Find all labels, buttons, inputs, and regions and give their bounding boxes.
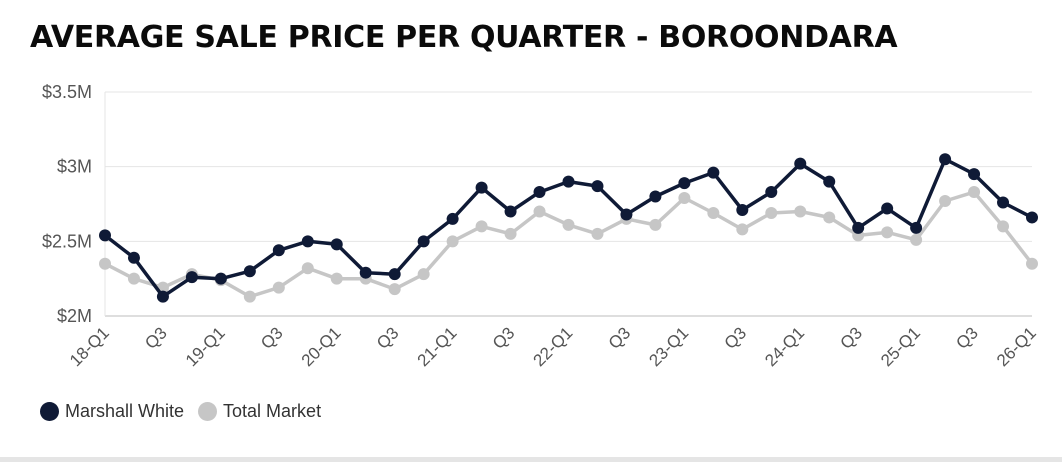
x-tick-label: 23-Q1 (645, 323, 692, 370)
data-point-marshall-white (417, 235, 430, 248)
data-point-marshall-white (794, 157, 807, 170)
data-point-marshall-white (881, 202, 894, 215)
data-point-total-market (765, 206, 778, 219)
x-tick-label: 22-Q1 (529, 323, 576, 370)
x-tick-label: 18-Q1 (66, 323, 113, 370)
gridlines (104, 91, 1032, 317)
x-tick-label: Q3 (721, 323, 750, 352)
data-point-total-market (272, 281, 285, 294)
data-point-total-market (678, 192, 691, 205)
y-tick-label: $3M (57, 157, 92, 177)
legend-swatch-total-market (198, 402, 218, 421)
chart-title: AVERAGE SALE PRICE PER QUARTER - BOROOND… (30, 20, 898, 55)
data-point-marshall-white (214, 272, 227, 285)
data-point-marshall-white (359, 266, 372, 279)
legend-label-marshall-white: Marshall White (65, 401, 185, 421)
data-point-total-market (475, 220, 488, 233)
data-point-total-market (99, 257, 111, 270)
data-point-total-market (736, 223, 749, 236)
data-point-marshall-white (823, 175, 836, 188)
data-point-marshall-white (939, 153, 952, 166)
x-tick-label: Q3 (605, 323, 634, 352)
series-total-market (99, 186, 1038, 303)
data-point-total-market (794, 205, 807, 218)
data-point-total-market (881, 226, 894, 239)
data-point-total-market (823, 211, 836, 224)
data-point-marshall-white (504, 205, 517, 218)
y-tick-label: $2.5M (42, 231, 92, 251)
y-tick-label: $3.5M (42, 82, 92, 102)
data-point-marshall-white (852, 221, 865, 234)
x-tick-label: Q3 (141, 323, 170, 352)
data-point-marshall-white (707, 166, 720, 179)
data-point-marshall-white (765, 186, 778, 199)
data-point-marshall-white (475, 181, 488, 194)
x-tick-label: Q3 (837, 323, 866, 352)
data-point-marshall-white (156, 290, 169, 303)
x-tick-label: Q3 (373, 323, 402, 352)
data-point-total-market (417, 268, 430, 281)
data-point-marshall-white (127, 251, 140, 264)
data-point-marshall-white (968, 168, 981, 181)
x-tick-label: 21-Q1 (414, 323, 461, 370)
data-point-total-market (562, 218, 575, 231)
legend-label-total-market: Total Market (223, 401, 322, 421)
data-point-marshall-white (446, 212, 459, 225)
legend: Marshall White Total Market (40, 401, 335, 422)
series-marshall-white (99, 153, 1038, 303)
data-point-marshall-white (272, 244, 285, 257)
data-point-marshall-white (562, 175, 575, 188)
data-point-total-market (591, 227, 604, 240)
data-point-marshall-white (1026, 211, 1038, 224)
data-point-total-market (1026, 257, 1038, 270)
data-point-total-market (127, 272, 140, 285)
x-tick-label: Q3 (257, 323, 286, 352)
data-point-total-market (446, 235, 459, 248)
data-point-total-market (968, 186, 981, 199)
x-tick-label: 20-Q1 (298, 323, 345, 370)
legend-item-marshall-white: Marshall White (40, 401, 184, 422)
data-point-total-market (707, 206, 720, 219)
data-point-marshall-white (910, 221, 923, 234)
x-tick-label: 25-Q1 (877, 323, 924, 370)
y-tick-label: $2M (57, 306, 92, 326)
x-tick-label: 26-Q1 (993, 323, 1040, 370)
data-point-total-market (997, 220, 1010, 233)
x-axis-tick-labels: 18-Q1 Q3 19-Q1 Q3 20-Q1 Q3 21-Q1 Q3 22-Q1 Q3 23-Q1… (66, 323, 1040, 370)
x-tick-label: 24-Q1 (761, 323, 808, 370)
data-point-marshall-white (330, 238, 343, 251)
data-point-marshall-white (620, 208, 633, 221)
legend-item-total-market: Total Market (198, 401, 321, 422)
data-point-total-market (301, 262, 314, 275)
data-point-total-market (939, 195, 952, 208)
data-point-total-market (388, 283, 401, 296)
series-group (99, 153, 1038, 303)
data-point-marshall-white (649, 190, 662, 203)
bottom-divider (0, 457, 1062, 462)
data-point-total-market (533, 205, 546, 218)
legend-swatch-marshall-white (40, 402, 59, 421)
x-tick-label: 19-Q1 (182, 323, 229, 370)
x-tick-label: Q3 (489, 323, 518, 352)
data-point-total-market (330, 272, 343, 285)
data-point-marshall-white (243, 265, 256, 278)
data-point-marshall-white (301, 235, 314, 248)
data-point-marshall-white (997, 196, 1010, 209)
data-point-total-market (649, 218, 662, 231)
data-point-marshall-white (388, 268, 401, 281)
line-chart: $2M $2.5M $3M $3.5M 18-Q1 Q3 19-Q1 Q3 20-Q1 Q3 21… (42, 82, 1040, 370)
data-point-marshall-white (99, 229, 111, 242)
data-point-marshall-white (591, 180, 604, 193)
y-axis-tick-labels: $2M $2.5M $3M $3.5M (42, 82, 92, 326)
data-point-marshall-white (678, 177, 691, 190)
x-tick-label: Q3 (952, 323, 981, 352)
data-point-total-market (504, 227, 517, 240)
data-point-marshall-white (185, 271, 198, 284)
data-point-marshall-white (533, 186, 546, 199)
data-point-total-market (910, 233, 923, 246)
data-point-marshall-white (736, 203, 749, 216)
data-point-total-market (243, 290, 256, 303)
